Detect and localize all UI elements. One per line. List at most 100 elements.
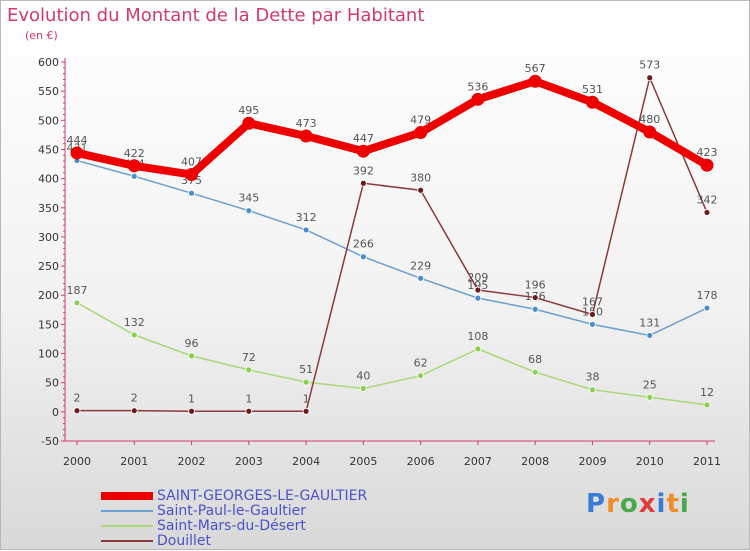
data-label: 62 [414, 357, 428, 370]
data-point [130, 407, 138, 415]
data-label: 40 [356, 370, 370, 383]
data-point [359, 385, 367, 392]
logo-letter: o [619, 489, 639, 519]
data-point [589, 320, 596, 328]
data-label: 479 [410, 114, 431, 127]
logo-letter: t [666, 489, 680, 519]
data-point [414, 126, 428, 140]
data-point [73, 299, 81, 307]
data-label: 1 [188, 392, 195, 405]
data-point [130, 172, 138, 180]
series-line [76, 159, 708, 337]
data-point [188, 189, 195, 197]
x-tick-label: 2009 [578, 455, 606, 468]
data-label: 345 [238, 192, 259, 205]
data-label: 342 [697, 193, 718, 206]
data-point [302, 226, 310, 234]
chart-title: Evolution du Montant de la Dette par Hab… [7, 5, 425, 26]
data-label: 132 [124, 316, 145, 329]
data-point [417, 274, 425, 282]
data-point [302, 378, 310, 386]
data-label: 422 [124, 147, 145, 160]
data-point [531, 294, 539, 301]
data-label: 531 [582, 83, 603, 96]
data-point [302, 407, 310, 415]
data-label: 229 [410, 259, 431, 272]
data-label: 423 [697, 146, 718, 159]
y-tick-label: 500 [38, 114, 59, 127]
data-point [646, 74, 654, 82]
data-point [703, 401, 711, 409]
data-label: 131 [639, 316, 660, 329]
data-label: 312 [296, 211, 317, 224]
data-point [589, 386, 596, 394]
data-point [417, 372, 425, 380]
data-label: 167 [582, 295, 603, 308]
legend-label: Saint-Paul-le-Gaultier [157, 503, 306, 519]
legend-swatch [101, 540, 153, 542]
data-label: 473 [296, 117, 317, 130]
logo-letter: i [656, 489, 667, 519]
data-point [359, 179, 367, 187]
data-label: 51 [299, 363, 313, 376]
data-label: 480 [639, 113, 660, 126]
data-label: 187 [67, 284, 88, 297]
data-point [531, 368, 539, 376]
legend-label: SAINT-GEORGES-LE-GAULTIER [157, 488, 368, 504]
data-label: 72 [242, 351, 256, 364]
data-label: 195 [467, 279, 488, 292]
data-label: 573 [639, 59, 660, 72]
data-point [299, 129, 313, 143]
series-line [73, 77, 711, 179]
y-tick-label: 300 [38, 231, 59, 244]
y-tick-label: 0 [52, 406, 59, 419]
legend-label: Douillet [157, 533, 211, 549]
data-point [245, 207, 253, 215]
data-label: 68 [528, 353, 542, 366]
data-point [245, 407, 253, 415]
data-point [474, 345, 482, 353]
data-point [528, 74, 542, 88]
unit-label: (en €) [25, 29, 58, 42]
legend-swatch [101, 510, 153, 512]
data-point [474, 294, 482, 302]
y-tick-label: 400 [38, 173, 59, 186]
y-tick-label: 450 [38, 143, 59, 156]
y-tick-label: 50 [45, 377, 59, 390]
legend-swatch [101, 525, 153, 527]
data-point [188, 407, 195, 415]
y-tick-label: 150 [38, 318, 59, 331]
y-tick-label: 600 [38, 56, 59, 69]
x-tick-label: 2001 [120, 455, 148, 468]
data-label: 444 [67, 134, 88, 147]
y-tick-label: 100 [38, 348, 59, 361]
data-label: 1 [245, 392, 252, 405]
data-point [646, 332, 654, 339]
x-tick-label: 2002 [178, 455, 206, 468]
x-tick-label: 2008 [521, 455, 549, 468]
x-tick-label: 2005 [349, 455, 377, 468]
data-point [531, 305, 539, 313]
legend-swatch [101, 492, 153, 500]
y-tick-label: 350 [38, 202, 59, 215]
data-label: 96 [185, 337, 199, 350]
x-tick-label: 2004 [292, 455, 320, 468]
data-label: 536 [467, 80, 488, 93]
y-tick-label: -50 [41, 435, 59, 448]
data-point [127, 159, 141, 173]
data-label: 407 [181, 156, 202, 169]
data-point [646, 393, 654, 401]
data-point [188, 352, 195, 360]
data-point [700, 158, 714, 172]
logo-letter: x [638, 489, 657, 519]
data-point [70, 146, 84, 160]
logo-letter: r [606, 489, 620, 519]
data-label: 567 [525, 62, 546, 75]
logo-letter: P [586, 489, 607, 519]
data-point [643, 125, 657, 139]
data-point [474, 286, 482, 294]
x-tick-label: 2011 [693, 455, 721, 468]
x-tick-label: 2010 [636, 455, 664, 468]
data-label: 447 [353, 132, 374, 145]
